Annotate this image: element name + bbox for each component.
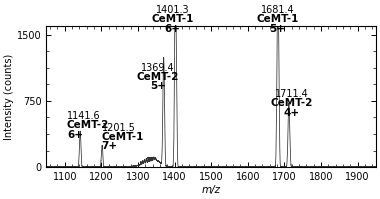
Text: 1201.5: 1201.5 [102,123,136,133]
Text: CeMT-2: CeMT-2 [67,120,109,131]
Y-axis label: Intensity (counts): Intensity (counts) [4,53,14,139]
Text: CeMT-1: CeMT-1 [102,132,144,142]
Text: CeMT-1: CeMT-1 [256,14,299,24]
Text: 7+: 7+ [102,141,118,151]
Text: 6+: 6+ [165,24,181,34]
Text: CeMT-2: CeMT-2 [271,98,313,108]
Text: 5+: 5+ [150,81,166,91]
Text: 1141.6: 1141.6 [67,111,101,121]
Text: CeMT-1: CeMT-1 [152,14,194,24]
Text: 1711.4: 1711.4 [275,89,309,99]
Text: 5+: 5+ [269,24,285,34]
Text: 4+: 4+ [283,108,300,118]
X-axis label: m/z: m/z [201,185,221,195]
Text: CeMT-2: CeMT-2 [137,72,179,82]
Text: 1369.4: 1369.4 [141,62,175,73]
Text: 6+: 6+ [67,130,83,140]
Text: 1681.4: 1681.4 [261,5,294,15]
Text: 1401.3: 1401.3 [156,5,190,15]
